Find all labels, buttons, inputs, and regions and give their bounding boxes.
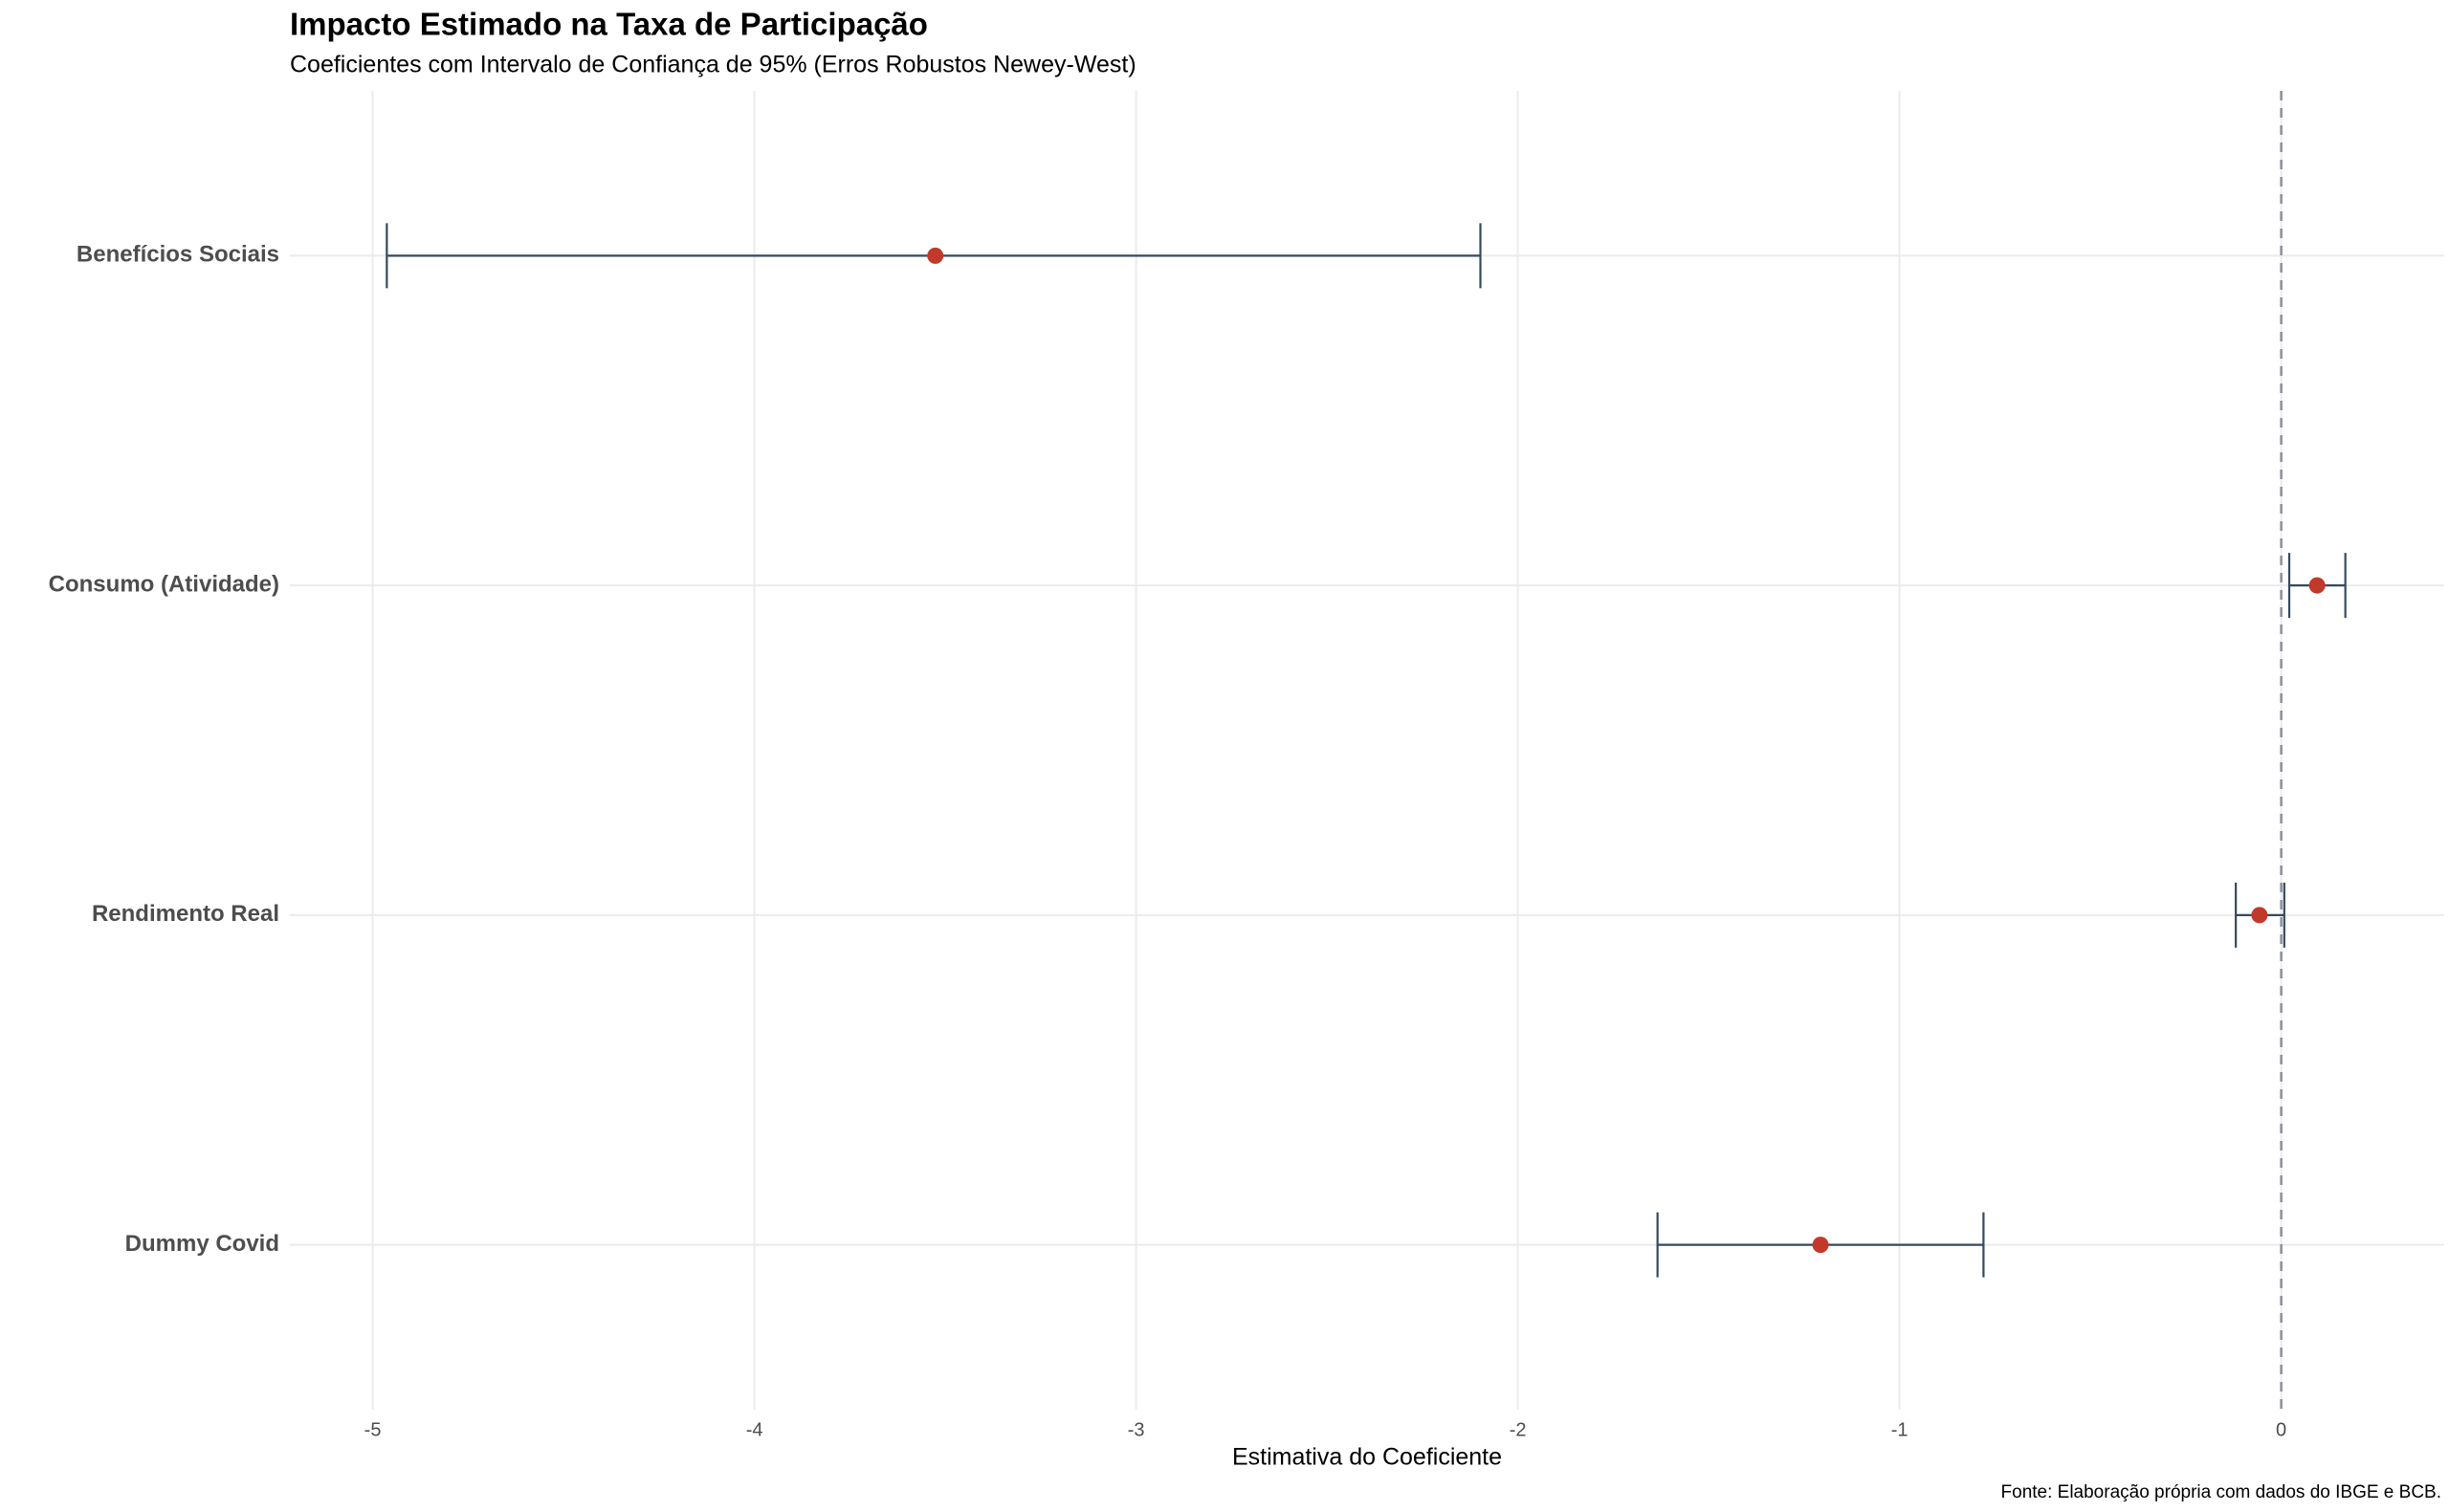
chart-subtitle: Coeficientes com Intervalo de Confiança …: [290, 52, 1136, 78]
x-tick-label: -1: [1891, 1419, 1908, 1440]
point-estimate: [2251, 907, 2268, 924]
y-tick-label: Rendimento Real: [92, 901, 279, 927]
x-tick-label: 0: [2276, 1419, 2286, 1440]
point-estimate: [2308, 577, 2326, 594]
x-axis-title: Estimativa do Coeficiente: [1232, 1444, 1502, 1471]
caption: Fonte: Elaboração própria com dados do I…: [2001, 1482, 2441, 1502]
point-estimate: [927, 247, 944, 264]
x-tick-label: -4: [746, 1419, 763, 1440]
y-tick-label: Benefícios Sociais: [77, 242, 279, 268]
chart-title: Impacto Estimado na Taxa de Participação: [290, 7, 928, 42]
y-tick-label: Consumo (Atividade): [49, 571, 279, 597]
x-tick-label: -3: [1128, 1419, 1145, 1440]
point-estimate: [1812, 1237, 1829, 1254]
x-tick-label: -5: [364, 1419, 382, 1440]
y-tick-label: Dummy Covid: [125, 1231, 279, 1257]
x-tick-label: -2: [1510, 1419, 1527, 1440]
